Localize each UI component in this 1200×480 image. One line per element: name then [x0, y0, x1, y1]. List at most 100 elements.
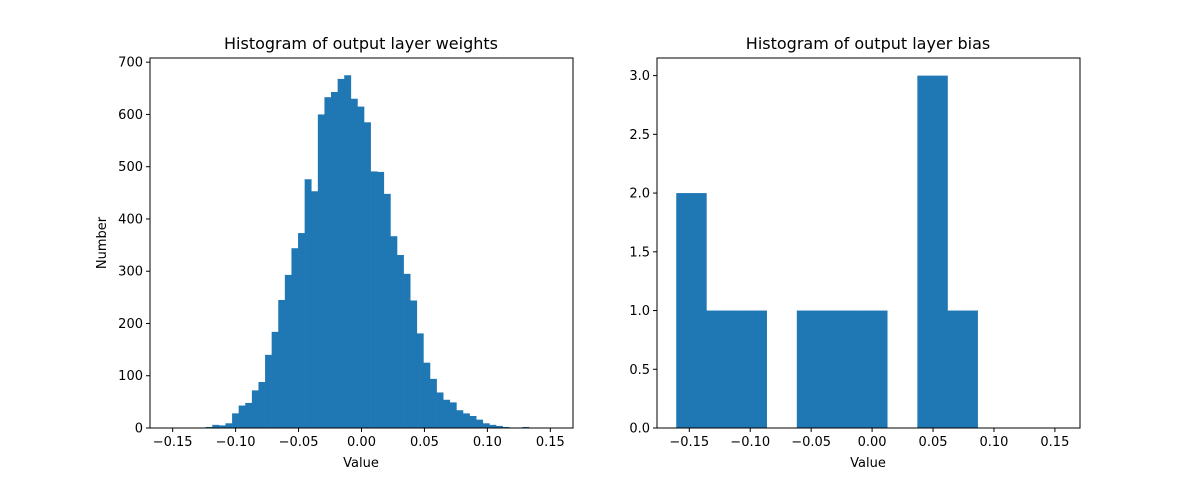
y-tick-label: 500 [118, 160, 143, 175]
x-axis-label: Value [850, 456, 886, 471]
histogram-bar [462, 413, 470, 428]
histogram-bar [238, 405, 246, 428]
histogram-bar [350, 98, 358, 429]
y-tick-label: 3.0 [629, 69, 650, 84]
bars [676, 75, 978, 428]
histogram-bar [476, 419, 484, 428]
y-tick-label: 2.5 [629, 128, 650, 143]
x-tick-label: 0.00 [858, 435, 887, 450]
x-tick-label: 0.05 [410, 435, 439, 450]
y-tick-label: 0.0 [629, 422, 650, 437]
histogram-bar [443, 399, 451, 428]
histogram-bar [449, 402, 457, 428]
histogram-bar [489, 424, 497, 428]
chart-title: Histogram of output layer bias [746, 34, 990, 53]
x-axis-label: Value [343, 456, 379, 471]
histogram-bar [796, 310, 828, 428]
x-tick-label: −0.15 [153, 435, 193, 450]
histogram-bar [284, 274, 292, 428]
histogram-bar [324, 97, 332, 428]
histogram-bar [917, 75, 948, 428]
y-tick-label: 300 [118, 265, 143, 280]
histogram-bar [416, 333, 424, 428]
y-tick-label: 400 [118, 212, 143, 227]
y-tick-label: 100 [118, 369, 143, 384]
bars [199, 75, 530, 429]
histogram-bar [278, 299, 286, 428]
weights-histogram-chart: Histogram of output layer weights −0.15 −… [95, 34, 574, 471]
histogram-bar [344, 75, 352, 429]
histogram-bar [218, 425, 226, 428]
histogram-bar [522, 426, 530, 428]
histogram-bar [304, 179, 312, 428]
x-tick-label: 0.05 [919, 435, 948, 450]
histogram-bar [225, 423, 233, 428]
histogram-bar [436, 392, 444, 428]
histogram-bar [397, 255, 404, 428]
y-axis-ticks: 0 100 200 300 400 500 600 700 [118, 56, 150, 437]
histogram-bar [736, 310, 767, 428]
x-tick-label: 0.15 [1040, 435, 1069, 450]
y-tick-label: 700 [118, 56, 143, 71]
x-tick-label: 0.15 [536, 435, 565, 450]
x-tick-label: −0.10 [730, 435, 770, 450]
x-tick-label: −0.15 [669, 435, 709, 450]
histogram-bar [370, 171, 378, 428]
y-tick-label: 0 [135, 422, 143, 437]
histogram-bar [298, 233, 305, 428]
histogram-bar [357, 106, 365, 429]
histogram-bar [251, 390, 259, 428]
histogram-bar [469, 415, 477, 428]
histogram-bar [706, 310, 737, 428]
histogram-bar [317, 114, 325, 429]
histogram-bar [337, 78, 345, 428]
plot-frame [149, 57, 574, 429]
x-tick-label: 0.10 [473, 435, 502, 450]
histogram-bar [377, 171, 385, 428]
histogram-bar [676, 193, 707, 428]
x-tick-label: −0.10 [216, 435, 256, 450]
y-axis-label: Number [95, 216, 110, 269]
chart-title: Histogram of output layer weights [224, 34, 498, 53]
x-tick-label: −0.05 [791, 435, 831, 450]
histogram-bar [482, 423, 490, 428]
histogram-bar [311, 191, 319, 428]
histogram-bar [291, 248, 299, 428]
histogram-bar [857, 310, 888, 428]
histogram-bar [947, 310, 978, 428]
histogram-bar [232, 413, 239, 428]
histogram-bar [423, 362, 431, 428]
y-tick-label: 1.0 [629, 304, 650, 319]
x-tick-label: 0.10 [979, 435, 1008, 450]
histogram-bar [205, 426, 213, 428]
histogram-bar [271, 331, 279, 428]
histogram-bar [212, 424, 220, 428]
histogram-bar [364, 122, 371, 428]
bias-histogram-chart: Histogram of output layer bias −0.15 −0.1… [629, 34, 1081, 471]
y-tick-label: 0.5 [629, 363, 650, 378]
y-axis-ticks: 0.0 0.5 1.0 1.5 2.0 2.5 3.0 [629, 69, 657, 437]
histogram-bar [245, 402, 253, 428]
y-tick-label: 2.0 [629, 187, 650, 202]
histogram-bar [456, 410, 464, 428]
histogram-bar [258, 382, 266, 428]
histogram-bar [390, 236, 398, 428]
x-tick-label: −0.05 [279, 435, 319, 450]
histogram-bar [331, 91, 338, 428]
x-tick-label: 0.00 [347, 435, 376, 450]
histogram-bar [383, 193, 391, 428]
histogram-bar [502, 426, 510, 428]
plot-frame [656, 57, 1081, 429]
y-tick-label: 1.5 [629, 245, 650, 260]
histogram-bar [826, 310, 858, 428]
histogram-bar [429, 378, 437, 428]
histogram-bar [410, 300, 418, 428]
x-axis-ticks: −0.15 −0.10 −0.05 0.00 0.05 0.10 0.15 [669, 428, 1069, 450]
histogram-bar [265, 354, 272, 428]
y-tick-label: 200 [118, 317, 143, 332]
histogram-bar [403, 273, 411, 428]
histogram-bar [495, 425, 503, 428]
y-tick-label: 600 [118, 108, 143, 123]
